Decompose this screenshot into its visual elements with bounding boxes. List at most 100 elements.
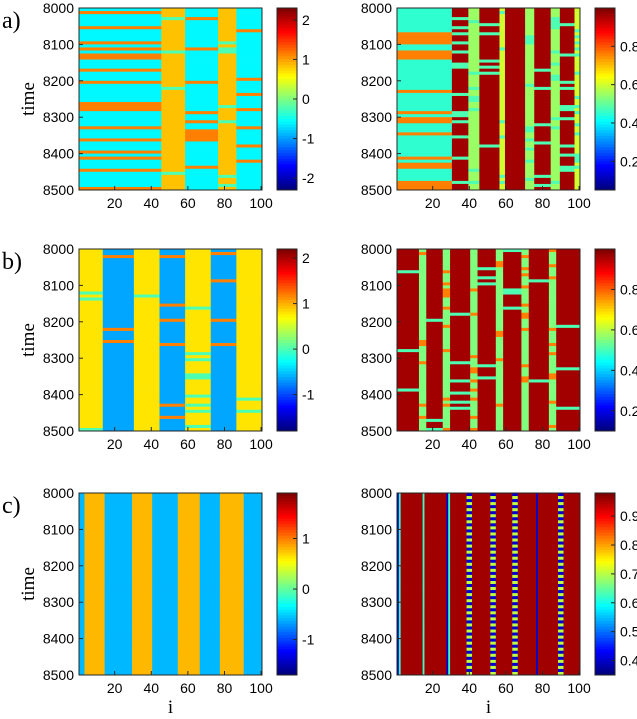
heatmap-cell: [495, 602, 513, 606]
colorbar-segment: [595, 257, 615, 261]
colorbar-segment: [595, 575, 615, 579]
heatmap-cell: [79, 258, 104, 262]
colorbar-segment: [595, 320, 615, 324]
colorbar-segment: [277, 13, 297, 18]
heatmap-cell: [512, 502, 519, 506]
heatmap-cell: [79, 587, 85, 591]
heatmap-cell: [79, 168, 162, 173]
colorbar-segment: [277, 175, 297, 180]
heatmap-cell: [536, 511, 539, 515]
heatmap-cell: [199, 632, 221, 636]
heatmap-cell: [446, 653, 449, 658]
heatmap-cell: [79, 47, 162, 51]
colorbar-segment: [277, 558, 297, 562]
heatmap-cell: [132, 550, 153, 555]
heatmap-cell: [512, 574, 519, 579]
heatmap-cell: [442, 397, 451, 402]
heatmap-cell: [133, 282, 160, 286]
heatmap-cell: [418, 346, 427, 350]
heatmap-cell: [528, 288, 550, 292]
colorbar-segment: [277, 598, 297, 602]
heatmap-cell: [450, 264, 471, 268]
heatmap-cell: [490, 523, 497, 527]
heatmap-cell: [563, 668, 581, 673]
colorbar-tick-label: 0.2: [620, 153, 637, 169]
heatmap-cell: [152, 671, 179, 676]
x-tick-label: 20: [425, 680, 441, 696]
heatmap-cell: [132, 587, 153, 591]
heatmap-cell: [102, 324, 135, 329]
heatmap-cell: [470, 421, 478, 426]
heatmap-cell: [495, 511, 513, 515]
heatmap-cell: [418, 409, 427, 414]
heatmap-cell: [161, 59, 186, 63]
heatmap-cell: [400, 514, 424, 518]
heatmap-cell: [199, 559, 221, 564]
heatmap-cell: [490, 656, 497, 661]
heatmap-cell: [400, 496, 424, 500]
heatmap-cell: [400, 587, 424, 591]
heatmap-cell: [219, 617, 245, 621]
heatmap-cell: [548, 306, 557, 311]
heatmap-cell: [426, 297, 444, 301]
heatmap-cell: [563, 596, 581, 600]
heatmap-cell: [102, 379, 135, 383]
heatmap-cell: [479, 20, 500, 24]
colorbar-segment: [595, 44, 615, 49]
heatmap-cell: [448, 596, 451, 600]
heatmap-cell: [422, 665, 425, 670]
colorbar-segment: [277, 64, 297, 69]
heatmap-cell: [495, 596, 513, 600]
heatmap-cell: [525, 126, 535, 130]
heatmap-cell: [479, 138, 500, 142]
heatmap-cell: [159, 376, 186, 380]
heatmap-cell: [132, 568, 153, 573]
heatmap-cell: [424, 608, 447, 612]
heatmap-cell: [451, 77, 469, 82]
heatmap-cell: [152, 584, 179, 588]
heatmap-cell: [525, 92, 535, 97]
heatmap-cell: [185, 291, 212, 295]
heatmap-cell: [495, 653, 513, 658]
heatmap-cell: [556, 273, 581, 277]
heatmap-cell: [243, 599, 263, 603]
heatmap-cell: [152, 614, 179, 618]
heatmap-cell: [133, 324, 160, 329]
heatmap-cell: [548, 327, 557, 332]
heatmap-cell: [185, 321, 212, 326]
heatmap-cell: [479, 147, 500, 151]
heatmap-cell: [397, 391, 420, 395]
heatmap-cell: [446, 532, 449, 536]
heatmap-cell: [424, 584, 447, 588]
heatmap-cell: [534, 89, 552, 94]
heatmap-cell: [446, 668, 449, 673]
heatmap-cell: [574, 32, 581, 36]
heatmap-cell: [448, 523, 451, 527]
colorbar-segment: [595, 547, 615, 551]
heatmap-cell: [152, 590, 179, 594]
heatmap-cell: [479, 50, 500, 54]
heatmap-cell: [152, 602, 179, 606]
heatmap-cell: [199, 617, 221, 621]
heatmap-cell: [448, 611, 451, 615]
heatmap-cell: [550, 95, 561, 100]
heatmap-cell: [424, 653, 447, 658]
heatmap-cell: [495, 547, 513, 552]
heatmap-cell: [536, 559, 539, 564]
heatmap-cell: [537, 553, 559, 558]
heatmap-cell: [199, 535, 221, 539]
row-label: c): [2, 493, 21, 519]
heatmap-cell: [159, 279, 186, 283]
x-tick-label: 20: [107, 436, 123, 452]
heatmap-cell: [132, 523, 153, 527]
heatmap-cell: [199, 526, 221, 530]
heatmap-cell: [472, 593, 491, 597]
heatmap-cell: [534, 117, 552, 121]
heatmap-cell: [495, 523, 513, 527]
heatmap-cell: [559, 147, 575, 151]
heatmap-cell: [503, 249, 522, 253]
colorbar-segment: [595, 53, 615, 57]
heatmap-cell: [185, 409, 212, 414]
heatmap-cell: [472, 614, 491, 618]
heatmap-cell: [558, 550, 564, 555]
